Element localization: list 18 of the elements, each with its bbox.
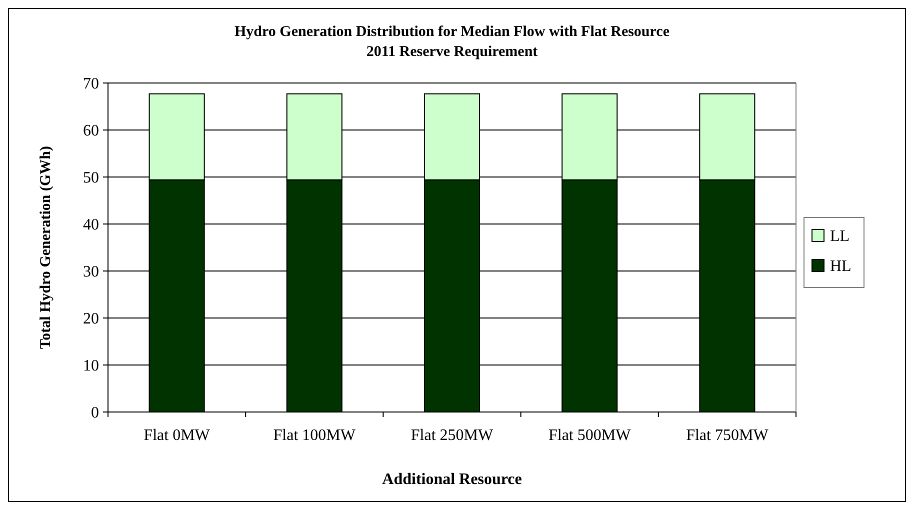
y-axis-title: Total Hydro Generation (GWh) — [38, 146, 54, 349]
x-tick-label: Flat 250MW — [410, 427, 494, 444]
x-tick-label: Flat 0MW — [144, 427, 211, 444]
y-tick-label: 70 — [83, 76, 99, 93]
y-tick-label: 0 — [91, 404, 99, 422]
y-tick-label: 20 — [83, 310, 99, 328]
y-tick-label: 40 — [83, 216, 99, 234]
legend-label: HL — [830, 258, 852, 276]
y-tick-label: 10 — [83, 358, 99, 375]
x-tick-label: Flat 500MW — [548, 427, 632, 444]
y-tick-label: 50 — [83, 170, 99, 187]
y-tick-label: 30 — [83, 264, 99, 281]
x-tick-label: Flat 100MW — [273, 427, 356, 444]
x-tick-label: Flat 750MW — [686, 427, 770, 444]
x-axis-title: Additional Resource — [382, 471, 522, 488]
chart-title: Hydro Generation Distribution for Median Flow with Flat Resource 2011 Reserve Requirement — [234, 24, 670, 60]
y-tick-label: 60 — [83, 122, 99, 140]
legend-label: LL — [830, 228, 850, 246]
